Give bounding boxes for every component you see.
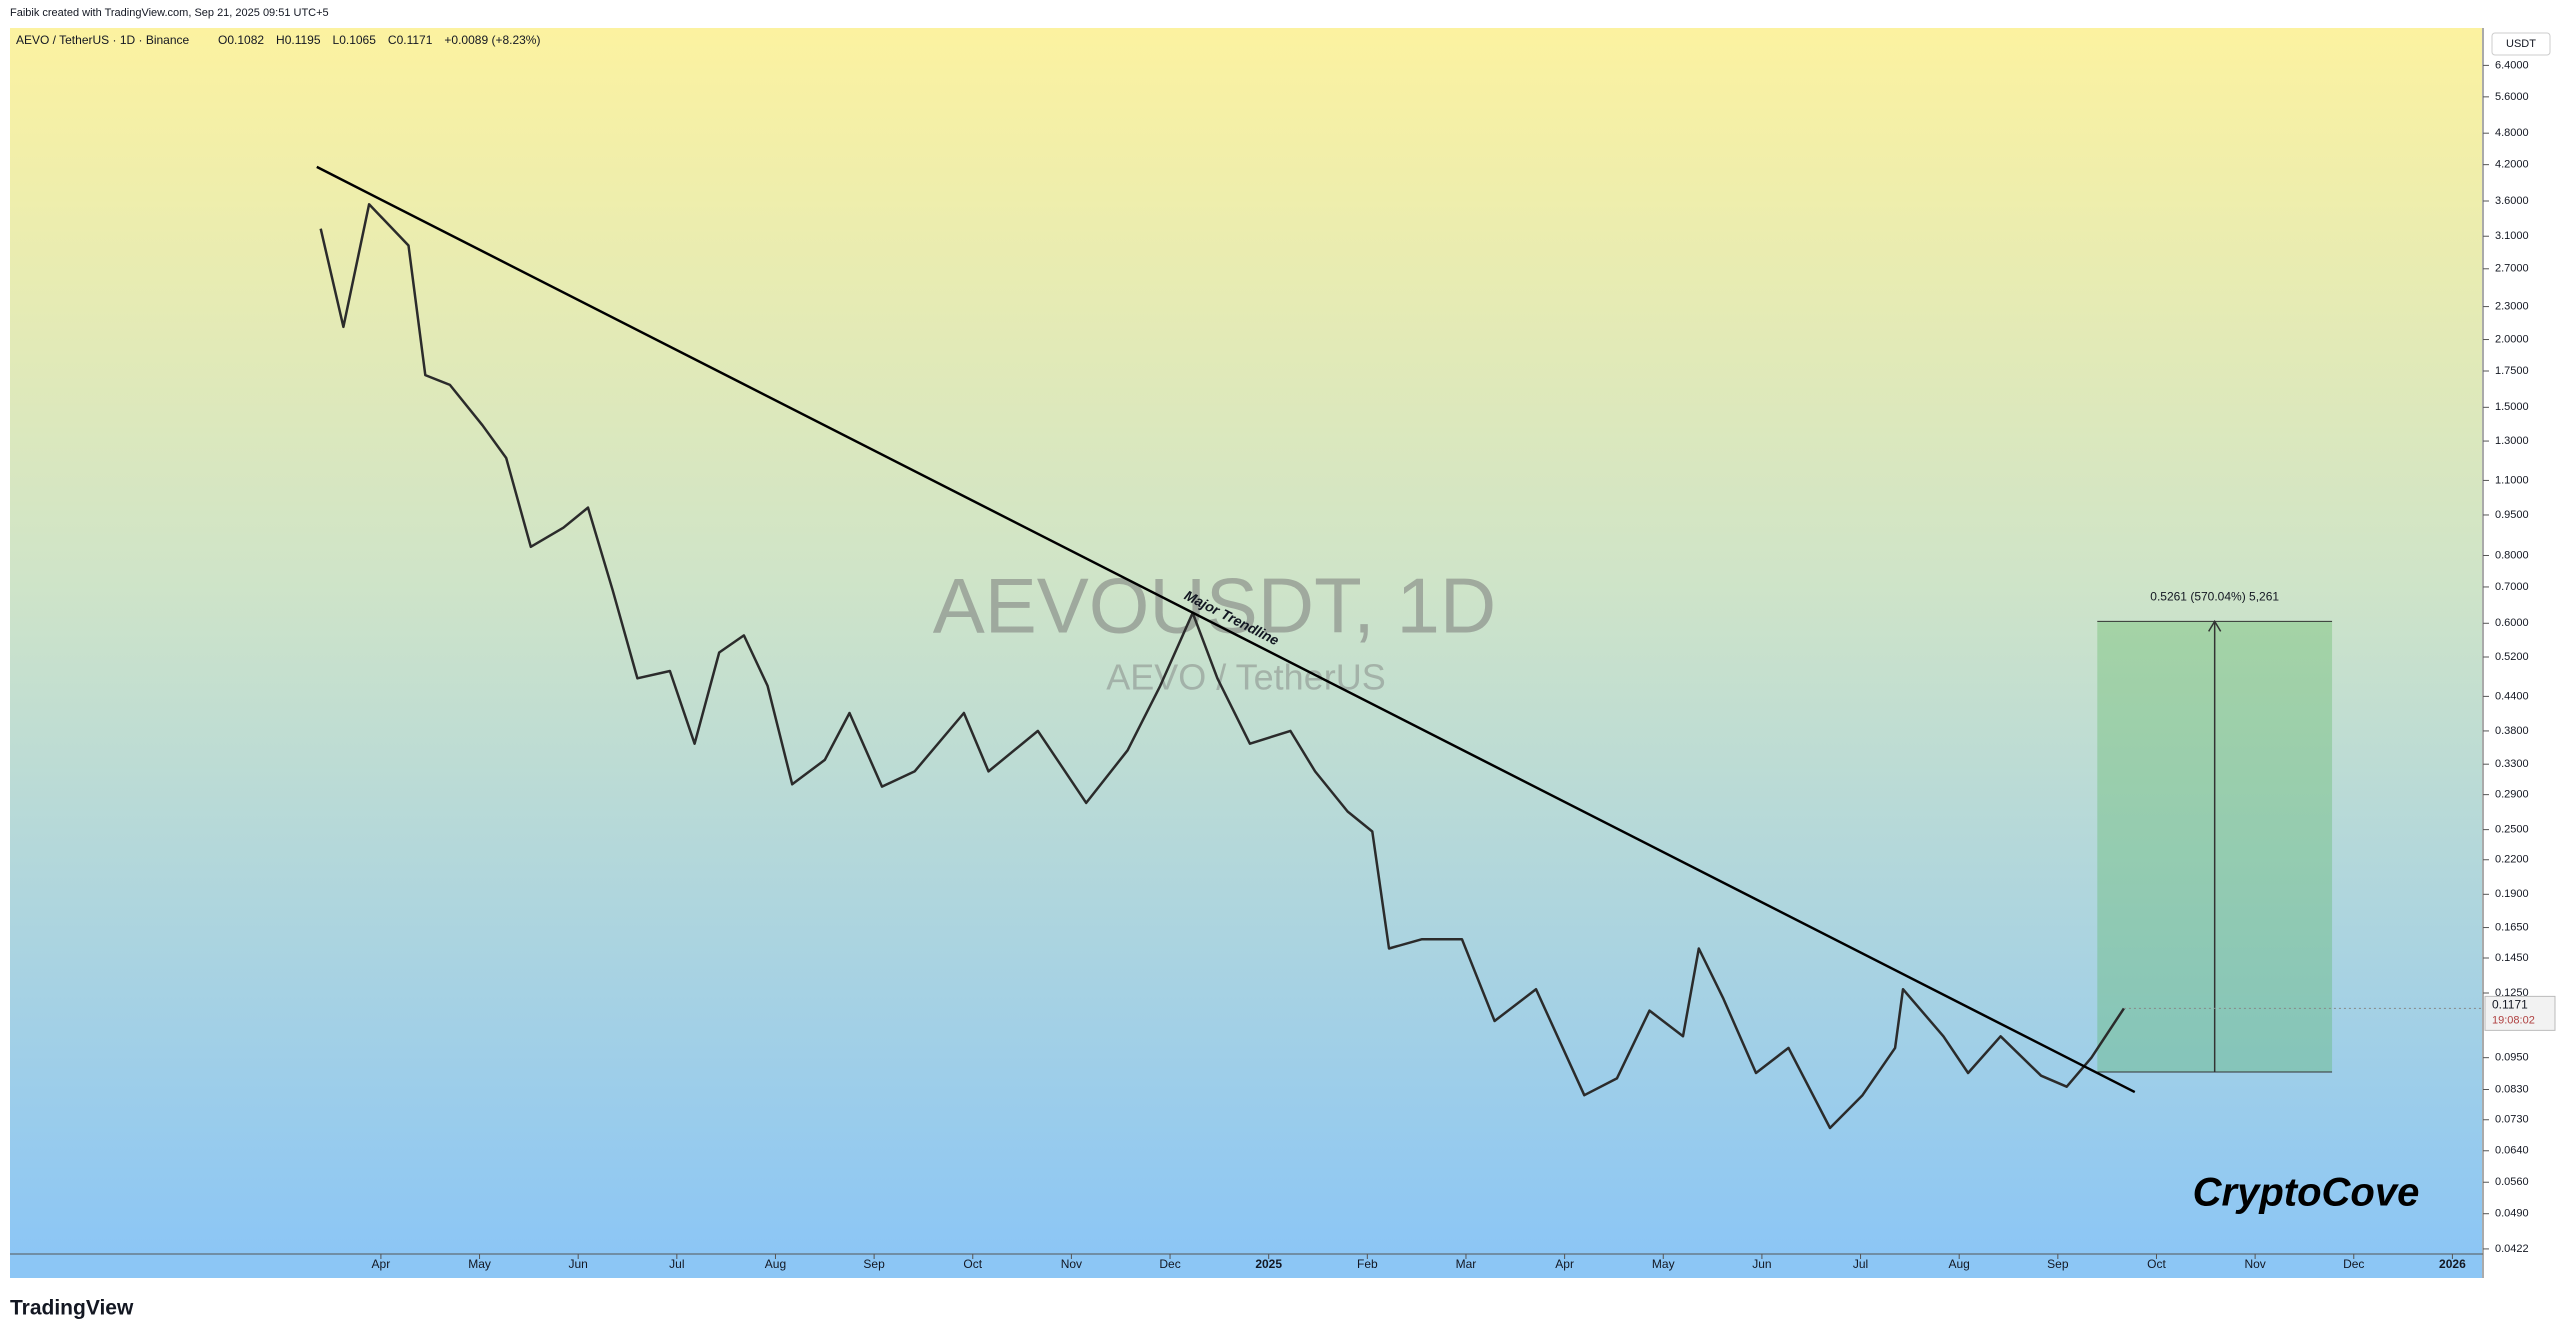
y-tick-label: 5.6000	[2495, 91, 2529, 103]
legend-item: O0.1082	[218, 33, 264, 47]
watermark-title: AEVOUSDT, 1D	[933, 562, 1496, 650]
x-tick-label: Jul	[1853, 1257, 1868, 1271]
x-axis-background	[10, 1254, 2482, 1278]
x-tick-label: Jun	[1752, 1257, 1771, 1271]
x-tick-label: Apr	[372, 1257, 391, 1271]
y-tick-label: 2.0000	[2495, 333, 2529, 345]
x-tick-label: Sep	[2047, 1257, 2069, 1271]
countdown: 19:08:02	[2492, 1014, 2535, 1026]
y-tick-label: 0.8000	[2495, 549, 2529, 561]
x-tick-label: 2026	[2439, 1257, 2466, 1271]
x-tick-label: Nov	[2244, 1257, 2265, 1271]
legend-symbol: AEVO / TetherUS · 1D · Binance	[16, 33, 190, 47]
x-tick-label: Jun	[569, 1257, 588, 1271]
x-tick-label: Apr	[1555, 1257, 1574, 1271]
x-tick-label: Nov	[1061, 1257, 1082, 1271]
x-tick-label: Feb	[1357, 1257, 1378, 1271]
y-tick-label: 0.0422	[2495, 1243, 2529, 1255]
measure-label: 0.5261 (570.04%) 5,261	[2150, 589, 2279, 603]
trendline	[316, 165, 2136, 1094]
y-tick-label: 0.1900	[2495, 888, 2529, 900]
y-tick-label: 0.0950	[2495, 1052, 2529, 1064]
legend-item: C0.1171	[388, 33, 433, 47]
y-tick-label: 4.8000	[2495, 127, 2529, 139]
y-tick-label: 0.0640	[2495, 1145, 2529, 1157]
currency: USDT	[2506, 38, 2536, 50]
y-tick-label: 4.2000	[2495, 159, 2529, 171]
legend-item: +0.0089 (+8.23%)	[444, 33, 540, 47]
x-tick-label: Dec	[2343, 1257, 2364, 1271]
x-tick-label: Jul	[669, 1257, 684, 1271]
y-tick-label: 0.3800	[2495, 725, 2529, 737]
x-tick-label: 2025	[1255, 1257, 1282, 1271]
x-tick-label: Mar	[1456, 1257, 1477, 1271]
x-tick-label: Dec	[1159, 1257, 1180, 1271]
y-tick-label: 1.7500	[2495, 365, 2529, 377]
y-tick-label: 2.7000	[2495, 263, 2529, 275]
y-tick-label: 0.1450	[2495, 952, 2529, 964]
x-tick-label: Aug	[765, 1257, 786, 1271]
y-tick-label: 0.3300	[2495, 758, 2529, 770]
credit: Faibik created with TradingView.com, Sep…	[10, 7, 329, 19]
y-tick-label: 0.2900	[2495, 789, 2529, 801]
y-tick-label: 0.7000	[2495, 581, 2529, 593]
y-tick-label: 2.3000	[2495, 300, 2529, 312]
y-tick-label: 0.5200	[2495, 651, 2529, 663]
brand: TradingView	[10, 1297, 134, 1320]
price-line	[319, 203, 2125, 1130]
y-tick-label: 0.0730	[2495, 1114, 2529, 1126]
x-tick-label: Oct	[963, 1257, 982, 1271]
y-tick-label: 0.2200	[2495, 854, 2529, 866]
legend-item: L0.1065	[333, 33, 377, 47]
y-tick-label: 0.0830	[2495, 1083, 2529, 1095]
x-tick-label: Sep	[863, 1257, 885, 1271]
x-tick-label: May	[468, 1257, 491, 1271]
y-tick-label: 0.0560	[2495, 1176, 2529, 1188]
last-price-label: 0.1171	[2492, 998, 2528, 1012]
last-price-box	[2484, 995, 2556, 1031]
x-tick-label: Aug	[1949, 1257, 1970, 1271]
watermark-subtitle: AEVO / TetherUS	[1106, 657, 1385, 698]
y-tick-label: 3.6000	[2495, 195, 2529, 207]
y-tick-label: 1.1000	[2495, 474, 2529, 486]
legend-item: H0.1195	[276, 33, 321, 47]
currency-box	[2491, 32, 2551, 56]
y-tick-label: 0.4400	[2495, 690, 2529, 702]
y-tick-label: 6.4000	[2495, 59, 2529, 71]
y-tick-label: 0.1650	[2495, 921, 2529, 933]
measure-arrowhead	[2208, 619, 2222, 632]
y-tick-label: 3.1000	[2495, 230, 2529, 242]
y-tick-label: 0.9500	[2495, 509, 2529, 521]
y-tick-label: 1.5000	[2495, 401, 2529, 413]
y-tick-label: 1.3000	[2495, 435, 2529, 447]
y-tick-label: 0.2500	[2495, 824, 2529, 836]
x-tick-label: May	[1652, 1257, 1675, 1271]
y-tick-label: 0.6000	[2495, 617, 2529, 629]
x-tick-label: Oct	[2147, 1257, 2166, 1271]
watermark: CryptoCove	[2193, 1171, 2420, 1215]
y-tick-label: 0.0490	[2495, 1208, 2529, 1220]
